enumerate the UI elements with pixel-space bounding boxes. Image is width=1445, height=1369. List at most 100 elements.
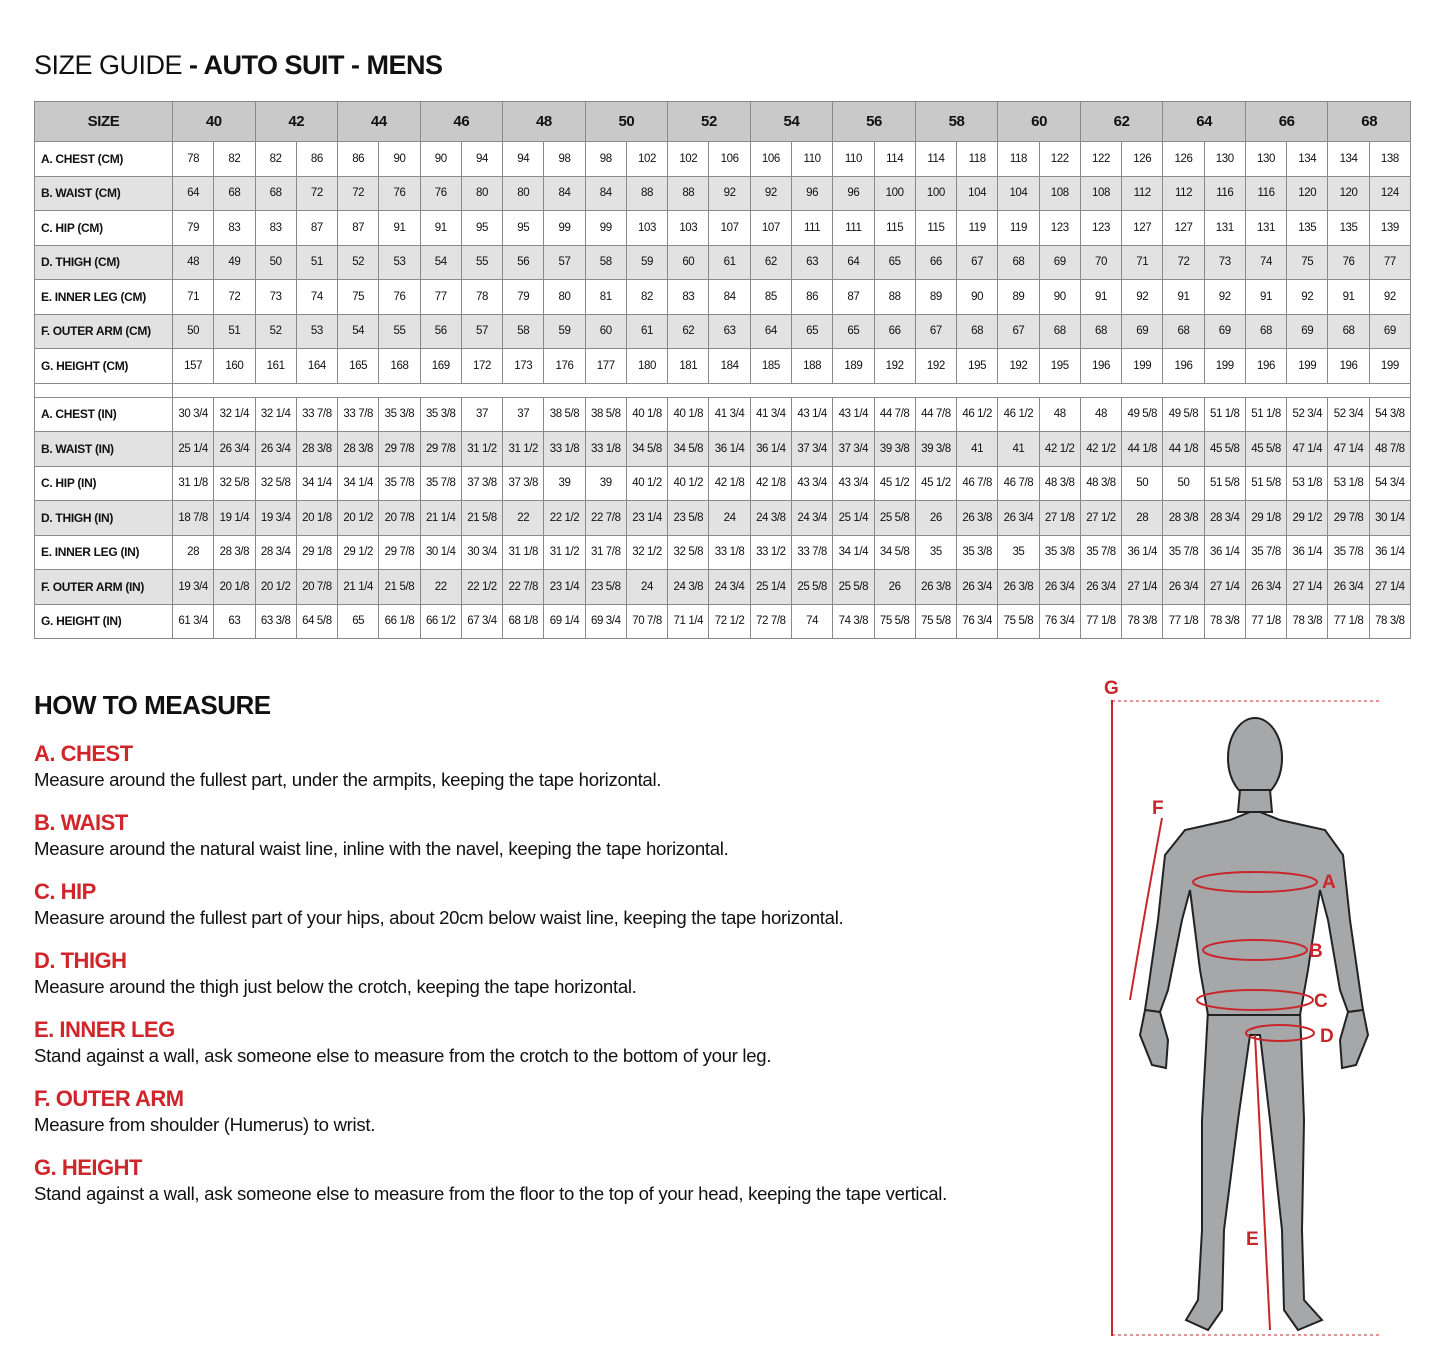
cell: 24 xyxy=(708,500,751,536)
cell: 116 xyxy=(1244,175,1288,211)
measure-item: B. WAIST Measure around the natural waist… xyxy=(34,810,1084,862)
cell: 46 7/8 xyxy=(997,465,1040,501)
cell: 29 1/2 xyxy=(337,534,380,570)
table-row: G. HEIGHT (IN) 61 3/4 63 63 3/8 64 5/8 65 66 1… xyxy=(34,603,1412,639)
cell: 51 1/8 xyxy=(1203,396,1246,432)
cell: 68 xyxy=(254,175,297,211)
cell: 60 xyxy=(667,244,710,280)
cell: 26 3/4 xyxy=(254,431,297,467)
cell: 79 xyxy=(502,279,545,315)
cell: 42 1/8 xyxy=(708,465,751,501)
cell: 176 xyxy=(543,348,586,384)
cell: 37 xyxy=(460,396,504,432)
cell: 77 xyxy=(419,279,462,315)
cell: 73 xyxy=(1203,244,1246,280)
cell: 36 1/4 xyxy=(749,431,792,467)
cell: 29 1/2 xyxy=(1286,500,1329,536)
cell: 82 xyxy=(213,141,256,177)
cell: 96 xyxy=(790,175,834,211)
cell: 165 xyxy=(337,348,380,384)
row-label: F. OUTER ARM (IN) xyxy=(34,569,173,605)
cell: 88 xyxy=(625,175,669,211)
cell: 66 xyxy=(873,313,916,349)
cell: 63 xyxy=(213,603,256,639)
how-to-measure: HOW TO MEASURE A. CHEST Measure around th… xyxy=(34,690,1084,1224)
cell: 29 7/8 xyxy=(378,534,421,570)
cell: 24 3/4 xyxy=(790,500,834,536)
cell: 26 3/4 xyxy=(1327,569,1370,605)
cell: 120 xyxy=(1327,175,1370,211)
cell: 68 xyxy=(956,313,999,349)
cell: 127 xyxy=(1162,210,1205,246)
cell: 90 xyxy=(419,141,462,177)
cell: 124 xyxy=(1368,175,1412,211)
cell: 199 xyxy=(1121,348,1164,384)
cell: 22 7/8 xyxy=(502,569,545,605)
cell: 43 3/4 xyxy=(790,465,834,501)
measure-label: C. HIP xyxy=(34,879,96,904)
cell: 31 1/8 xyxy=(171,465,215,501)
cell: 72 xyxy=(1162,244,1205,280)
cell: 98 xyxy=(543,141,586,177)
cell: 100 xyxy=(873,175,916,211)
measure-label: D. THIGH xyxy=(34,948,127,973)
cell: 19 3/4 xyxy=(171,569,215,605)
cell: 52 3/4 xyxy=(1286,396,1329,432)
cell: 20 7/8 xyxy=(378,500,421,536)
measure-item: G. HEIGHT Stand against a wall, ask someo… xyxy=(34,1155,1084,1207)
cell: 106 xyxy=(708,141,751,177)
cell: 116 xyxy=(1203,175,1246,211)
cell: 74 xyxy=(295,279,339,315)
cell: 54 xyxy=(337,313,380,349)
cell: 80 xyxy=(543,279,586,315)
row-label: D. THIGH (IN) xyxy=(34,500,173,536)
cell: 79 xyxy=(171,210,215,246)
row-label: C. HIP (CM) xyxy=(34,210,173,246)
cell: 43 1/4 xyxy=(790,396,834,432)
cell: 92 xyxy=(1121,279,1164,315)
cell: 59 xyxy=(625,244,669,280)
cell: 30 3/4 xyxy=(171,396,215,432)
cell: 54 xyxy=(419,244,462,280)
cell: 107 xyxy=(749,210,792,246)
size-header: 40 xyxy=(172,101,256,142)
cell: 43 3/4 xyxy=(832,465,875,501)
cell: 123 xyxy=(1079,210,1123,246)
cell: 42 1/2 xyxy=(1079,431,1123,467)
cell: 92 xyxy=(1368,279,1412,315)
cell: 196 xyxy=(1162,348,1205,384)
cell: 52 xyxy=(254,313,297,349)
cell: 34 1/4 xyxy=(295,465,339,501)
cell: 27 1/8 xyxy=(1038,500,1081,536)
cell: 84 xyxy=(708,279,751,315)
cell: 33 7/8 xyxy=(337,396,380,432)
cell: 46 1/2 xyxy=(997,396,1040,432)
cell: 99 xyxy=(543,210,586,246)
cell: 28 3/8 xyxy=(1162,500,1205,536)
cell: 70 7/8 xyxy=(625,603,669,639)
cell: 38 5/8 xyxy=(584,396,627,432)
cell: 54 3/8 xyxy=(1368,396,1412,432)
cell: 50 xyxy=(1162,465,1205,501)
cell: 69 xyxy=(1286,313,1329,349)
cell: 42 1/2 xyxy=(1038,431,1081,467)
cell: 91 xyxy=(378,210,421,246)
cell: 90 xyxy=(1038,279,1081,315)
measure-text: Stand against a wall, ask someone else t… xyxy=(34,1045,772,1066)
cell: 71 xyxy=(171,279,215,315)
cell: 80 xyxy=(460,175,504,211)
cell: 81 xyxy=(584,279,627,315)
cell: 23 5/8 xyxy=(667,500,710,536)
cell: 70 xyxy=(1079,244,1123,280)
cell: 51 5/8 xyxy=(1244,465,1288,501)
cell: 34 1/4 xyxy=(832,534,875,570)
measure-text: Stand against a wall, ask someone else t… xyxy=(34,1183,948,1204)
cell: 39 3/8 xyxy=(914,431,958,467)
cell: 45 5/8 xyxy=(1203,431,1246,467)
measure-text: Measure around the thigh just below the … xyxy=(34,976,637,997)
header-row: SIZE 40 42 44 46 48 50 52 54 56 58 60 62 64 66 68 xyxy=(34,101,1411,142)
cell: 46 1/2 xyxy=(956,396,999,432)
cell: 65 xyxy=(873,244,916,280)
cell: 62 xyxy=(667,313,710,349)
cell: 41 xyxy=(956,431,999,467)
